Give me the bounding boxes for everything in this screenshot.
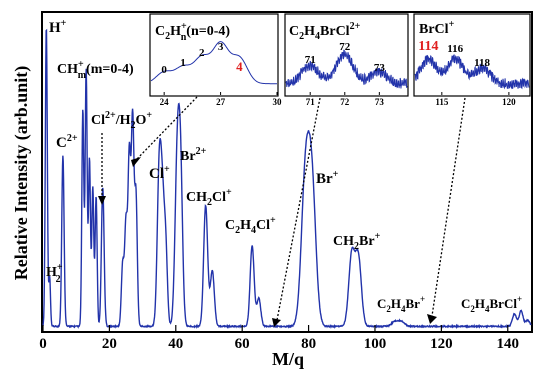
inset-c2h4brcl2-peak-labels: 71 72 73 xyxy=(305,41,386,74)
inset-brcl-trace xyxy=(414,54,530,90)
inset-c2hn-trace xyxy=(150,41,277,85)
connector-c2h4brcl2-arrow xyxy=(276,97,321,321)
main-spectrum-line xyxy=(42,28,532,330)
inset-c2hn: C2H+ n(n=0-4) 0 1 2 34 24 27 30 xyxy=(149,13,282,107)
inset-c2hn-peak-labels: 0 1 2 34 xyxy=(161,41,243,76)
inset-tick-label: 115 xyxy=(435,97,449,107)
x-tick-label: 0 xyxy=(39,336,47,352)
inset-peak-label: 72 xyxy=(339,41,351,53)
x-tick-label: 100 xyxy=(364,336,387,352)
inset-spectrum-line xyxy=(414,54,530,90)
main-plot-frame xyxy=(41,11,533,333)
annotation-h: H+ xyxy=(49,18,67,36)
annotation-ch2br: CH2Br+ xyxy=(333,231,381,252)
x-tick-label: 120 xyxy=(430,336,453,352)
inset-peak-label: 116 xyxy=(447,43,463,55)
annotation-h2: H+ 2 xyxy=(46,262,63,285)
inset-connectors xyxy=(101,96,466,321)
inset-c2hn-frame xyxy=(149,13,279,97)
annotation-br: Br+ xyxy=(316,169,339,187)
main-spectrum-layer xyxy=(42,28,532,330)
inset-tick-label: 120 xyxy=(502,97,516,107)
annotation-ch2cl: CH2Cl+ xyxy=(186,187,232,208)
inset-peak-label: 3 xyxy=(218,41,224,53)
annotation-c2h4brcl: C2H4BrCl+ xyxy=(461,294,522,314)
arrowhead-c2hn xyxy=(131,157,141,167)
x-axis-title: M/q xyxy=(272,349,304,369)
inset-peak-label: 4 xyxy=(236,59,243,74)
inset-c2h4brcl2-title: C2H4BrCl2+ xyxy=(289,21,361,42)
inset-peak-label: 2 xyxy=(199,47,205,59)
x-tick-label: 80 xyxy=(301,336,316,352)
arrowhead-brcl xyxy=(427,314,437,324)
inset-c2h4brcl2: C2H4BrCl2+ 71 72 73 71 72 73 xyxy=(284,13,409,107)
connector-brcl-arrow xyxy=(431,97,466,317)
y-axis-title: Relative Intensity (arb.unit) xyxy=(11,66,32,281)
inset-tick-label: 73 xyxy=(375,97,385,107)
inset-tick-label: 72 xyxy=(340,97,350,107)
x-tick-label: 20 xyxy=(102,336,117,352)
arrowhead-c2h4brcl2 xyxy=(272,318,281,327)
annotation-br2: Br2+ xyxy=(180,146,207,164)
inset-c2hn-ticks: 24 27 30 xyxy=(160,92,282,107)
annotation-cl2-h2o: Cl2+/H2O+ xyxy=(91,110,152,131)
annotation-c2h4br: C2H4Br+ xyxy=(377,294,425,314)
inset-peak-label: 0 xyxy=(161,64,167,76)
x-tick-label: 40 xyxy=(168,336,183,352)
inset-tick-label: 71 xyxy=(306,97,316,107)
inset-peak-label: 71 xyxy=(305,54,316,66)
annotation-cl: Cl+ xyxy=(149,164,170,182)
arrow-heads xyxy=(98,157,437,327)
inset-c2hn-title: C2H+ n(n=0-4) xyxy=(155,21,230,43)
inset-peak-label: 118 xyxy=(474,57,490,69)
x-axis-ticks: 0 20 40 60 80 100 120 140 xyxy=(39,325,519,352)
inset-tick-label: 27 xyxy=(216,97,226,107)
x-tick-label: 60 xyxy=(235,336,250,352)
connector-c2hn-arrow xyxy=(135,96,198,161)
inset-c2h4brcl2-trace xyxy=(285,49,408,89)
inset-c2h4brcl2-ticks: 71 72 73 xyxy=(306,92,385,107)
inset-brcl-title: BrCl+ xyxy=(419,19,455,37)
annotation-c2h4cl: C2H4Cl+ xyxy=(225,215,276,236)
inset-tick-label: 30 xyxy=(273,97,283,107)
inset-peak-label: 114 xyxy=(418,39,438,54)
annotation-c2: C2+ xyxy=(56,133,78,151)
inset-tick-label: 24 xyxy=(160,97,170,107)
inset-brcl: BrCl+ 114 116 118 115 120 xyxy=(413,13,531,107)
inset-peak-label: 73 xyxy=(374,62,386,74)
inset-brcl-ticks: 115 120 xyxy=(435,92,516,107)
inset-peak-label: 1 xyxy=(180,57,186,69)
x-tick-label: 140 xyxy=(497,336,520,352)
inset-spectrum-line xyxy=(285,49,408,89)
inset-brcl-peak-labels: 114 116 118 xyxy=(418,39,490,69)
arrowhead-cl2 xyxy=(98,196,106,205)
annotation-chm: CH+ m(m=0-4) xyxy=(57,59,134,81)
inset-spectrum-line xyxy=(150,41,277,85)
